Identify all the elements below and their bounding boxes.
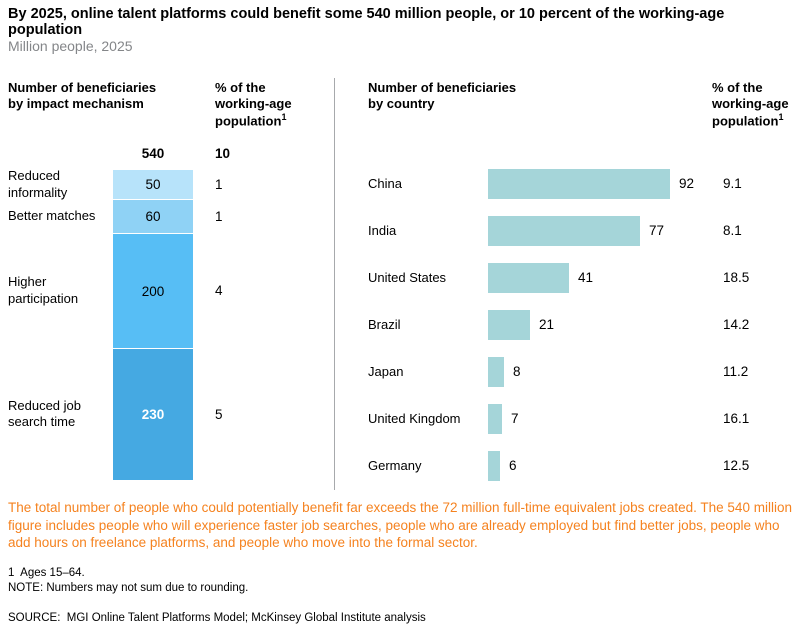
stacked-totals-row: 540 10 xyxy=(8,146,255,161)
impact-pct-value: 1 xyxy=(215,177,223,192)
country-pct-value: 18.5 xyxy=(723,270,750,285)
country-bar xyxy=(488,262,569,293)
impact-mechanism-chart: Reduced informality 50 1 Better matches 60 1 H… xyxy=(8,168,255,480)
impact-pct-value: 5 xyxy=(215,406,223,422)
impact-pct-value: 4 xyxy=(215,283,223,298)
country-row: China 92 9.1 xyxy=(368,160,792,207)
commentary-text: The total number of people who could pot… xyxy=(8,500,792,551)
country-bar xyxy=(488,450,500,481)
country-label: United States xyxy=(368,270,447,285)
country-value: 8 xyxy=(513,364,521,379)
footnote-marker: 1 xyxy=(281,111,287,122)
country-value: 21 xyxy=(539,317,555,332)
impact-pct-value: 1 xyxy=(215,208,223,224)
country-chart: China 92 9.1 India 77 8.1 United States 41 18.5 B… xyxy=(368,160,792,489)
country-row: United Kingdom 7 16.1 xyxy=(368,395,792,442)
stacked-total-pct: 10 xyxy=(215,146,231,161)
footnote-marker: 1 xyxy=(778,111,784,122)
footnote-ages: 1 Ages 15–64. xyxy=(8,567,85,579)
country-bar xyxy=(488,168,670,199)
country-bar xyxy=(488,215,640,246)
impact-row: Reduced job search time 230 5 xyxy=(8,348,255,480)
country-row: United States 41 18.5 xyxy=(368,254,792,301)
impact-label: Better matches xyxy=(8,207,96,223)
impact-row: Better matches 60 1 xyxy=(8,199,255,233)
country-label: China xyxy=(368,176,402,191)
country-label: Brazil xyxy=(368,317,401,332)
units-label: Million people, 2025 xyxy=(8,38,133,54)
country-pct-value: 8.1 xyxy=(723,223,742,238)
impact-bar-segment: 60 xyxy=(113,199,193,233)
country-value: 92 xyxy=(679,176,695,191)
country-pct-value: 11.2 xyxy=(723,364,749,379)
country-row: Japan 8 11.2 xyxy=(368,348,792,395)
impact-label: Reduced informality xyxy=(8,168,68,200)
country-value: 7 xyxy=(511,411,519,426)
impact-row: Reduced informality 50 1 xyxy=(8,168,255,200)
impact-pct-header: % of the working-age population1 xyxy=(215,80,310,129)
country-pct-header-text: % of the working-age population xyxy=(712,80,789,129)
impact-label: Higher participation xyxy=(8,274,79,306)
country-pct-value: 14.2 xyxy=(723,317,750,332)
impact-bar-segment: 200 xyxy=(113,233,193,348)
country-row: Brazil 21 14.2 xyxy=(368,301,792,348)
country-label: India xyxy=(368,223,397,238)
country-bar xyxy=(488,309,530,340)
panel-divider xyxy=(334,78,335,490)
country-value: 6 xyxy=(509,458,517,473)
country-pct-header: % of the working-age population1 xyxy=(712,80,800,129)
impact-panel-header: Number of beneficiaries by impact mechan… xyxy=(8,80,157,111)
country-label: Germany xyxy=(368,458,422,473)
country-pct-value: 9.1 xyxy=(723,176,742,191)
country-bar xyxy=(488,356,504,387)
impact-bar-segment: 50 xyxy=(113,170,193,199)
country-label: Japan xyxy=(368,364,404,379)
impact-row: Higher participation 200 4 xyxy=(8,233,255,348)
country-label: United Kingdom xyxy=(368,411,461,426)
country-panel-header: Number of beneficiaries by country xyxy=(368,80,517,111)
spacer xyxy=(8,146,113,161)
country-pct-value: 12.5 xyxy=(723,458,750,473)
country-row: Germany 6 12.5 xyxy=(368,442,792,489)
footnote-note: NOTE: Numbers may not sum due to roundin… xyxy=(8,582,249,594)
stacked-total-value: 540 xyxy=(141,146,165,161)
country-bar xyxy=(488,403,502,434)
impact-label: Reduced job search time xyxy=(8,397,81,429)
impact-bar-segment: 230 xyxy=(113,348,193,480)
country-pct-value: 16.1 xyxy=(723,411,750,426)
country-value: 77 xyxy=(649,223,665,238)
source-line: SOURCE: MGI Online Talent Platforms Mode… xyxy=(8,612,426,624)
page-title: By 2025, online talent platforms could b… xyxy=(8,6,725,38)
impact-pct-header-text: % of the working-age population xyxy=(215,80,292,129)
country-row: India 77 8.1 xyxy=(368,207,792,254)
country-value: 41 xyxy=(578,270,594,285)
